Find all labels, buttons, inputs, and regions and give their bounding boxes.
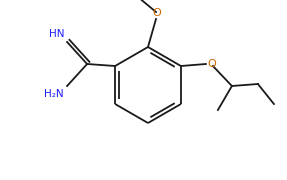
Text: H₂N: H₂N [44, 89, 64, 99]
Text: O: O [207, 59, 216, 69]
Text: HN: HN [49, 29, 64, 39]
Text: O: O [153, 8, 161, 18]
